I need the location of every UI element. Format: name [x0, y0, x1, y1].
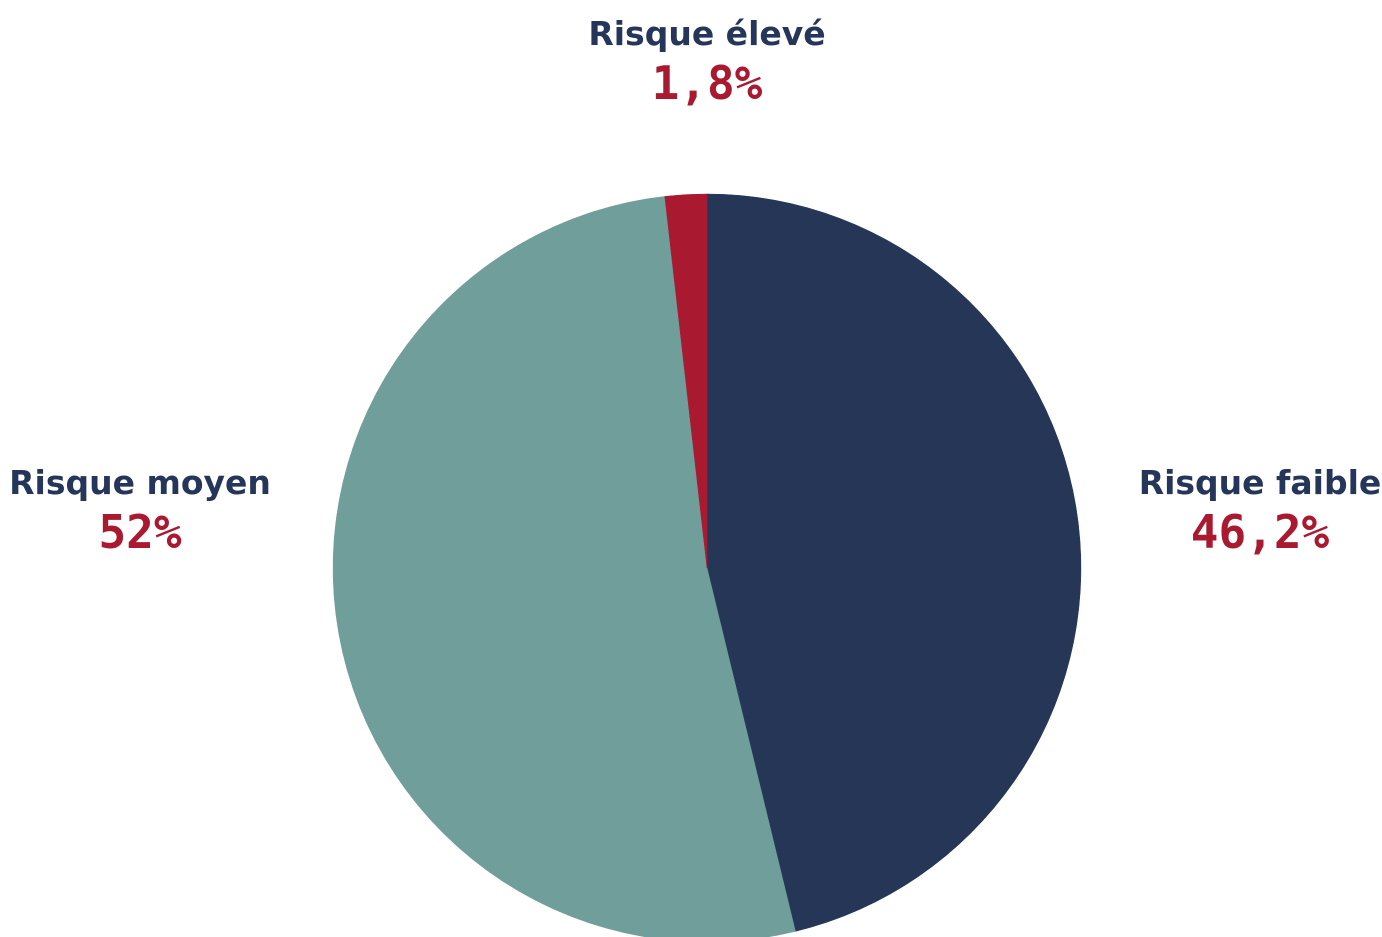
slice-value-risque-eleve: 1,8%: [651, 56, 763, 110]
slice-name-risque-moyen: Risque moyen: [9, 463, 271, 502]
slice-label-risque-moyen: Risque moyen 52%: [9, 466, 271, 555]
slice-name-risque-faible: Risque faible: [1138, 463, 1382, 502]
slice-label-risque-faible: Risque faible 46,2%: [1139, 466, 1382, 555]
slice-value-risque-moyen: 52%: [98, 505, 182, 559]
pie-slice-risque-moyen: [332, 196, 796, 937]
slice-name-risque-eleve: Risque élevé: [588, 14, 826, 53]
pie-slice-risque-eleve: [664, 193, 708, 569]
slice-label-risque-eleve: Risque élevé 1,8%: [588, 17, 825, 106]
slice-value-risque-faible: 46,2%: [1190, 505, 1330, 559]
pie-slice-risque-faible: [706, 193, 1082, 932]
